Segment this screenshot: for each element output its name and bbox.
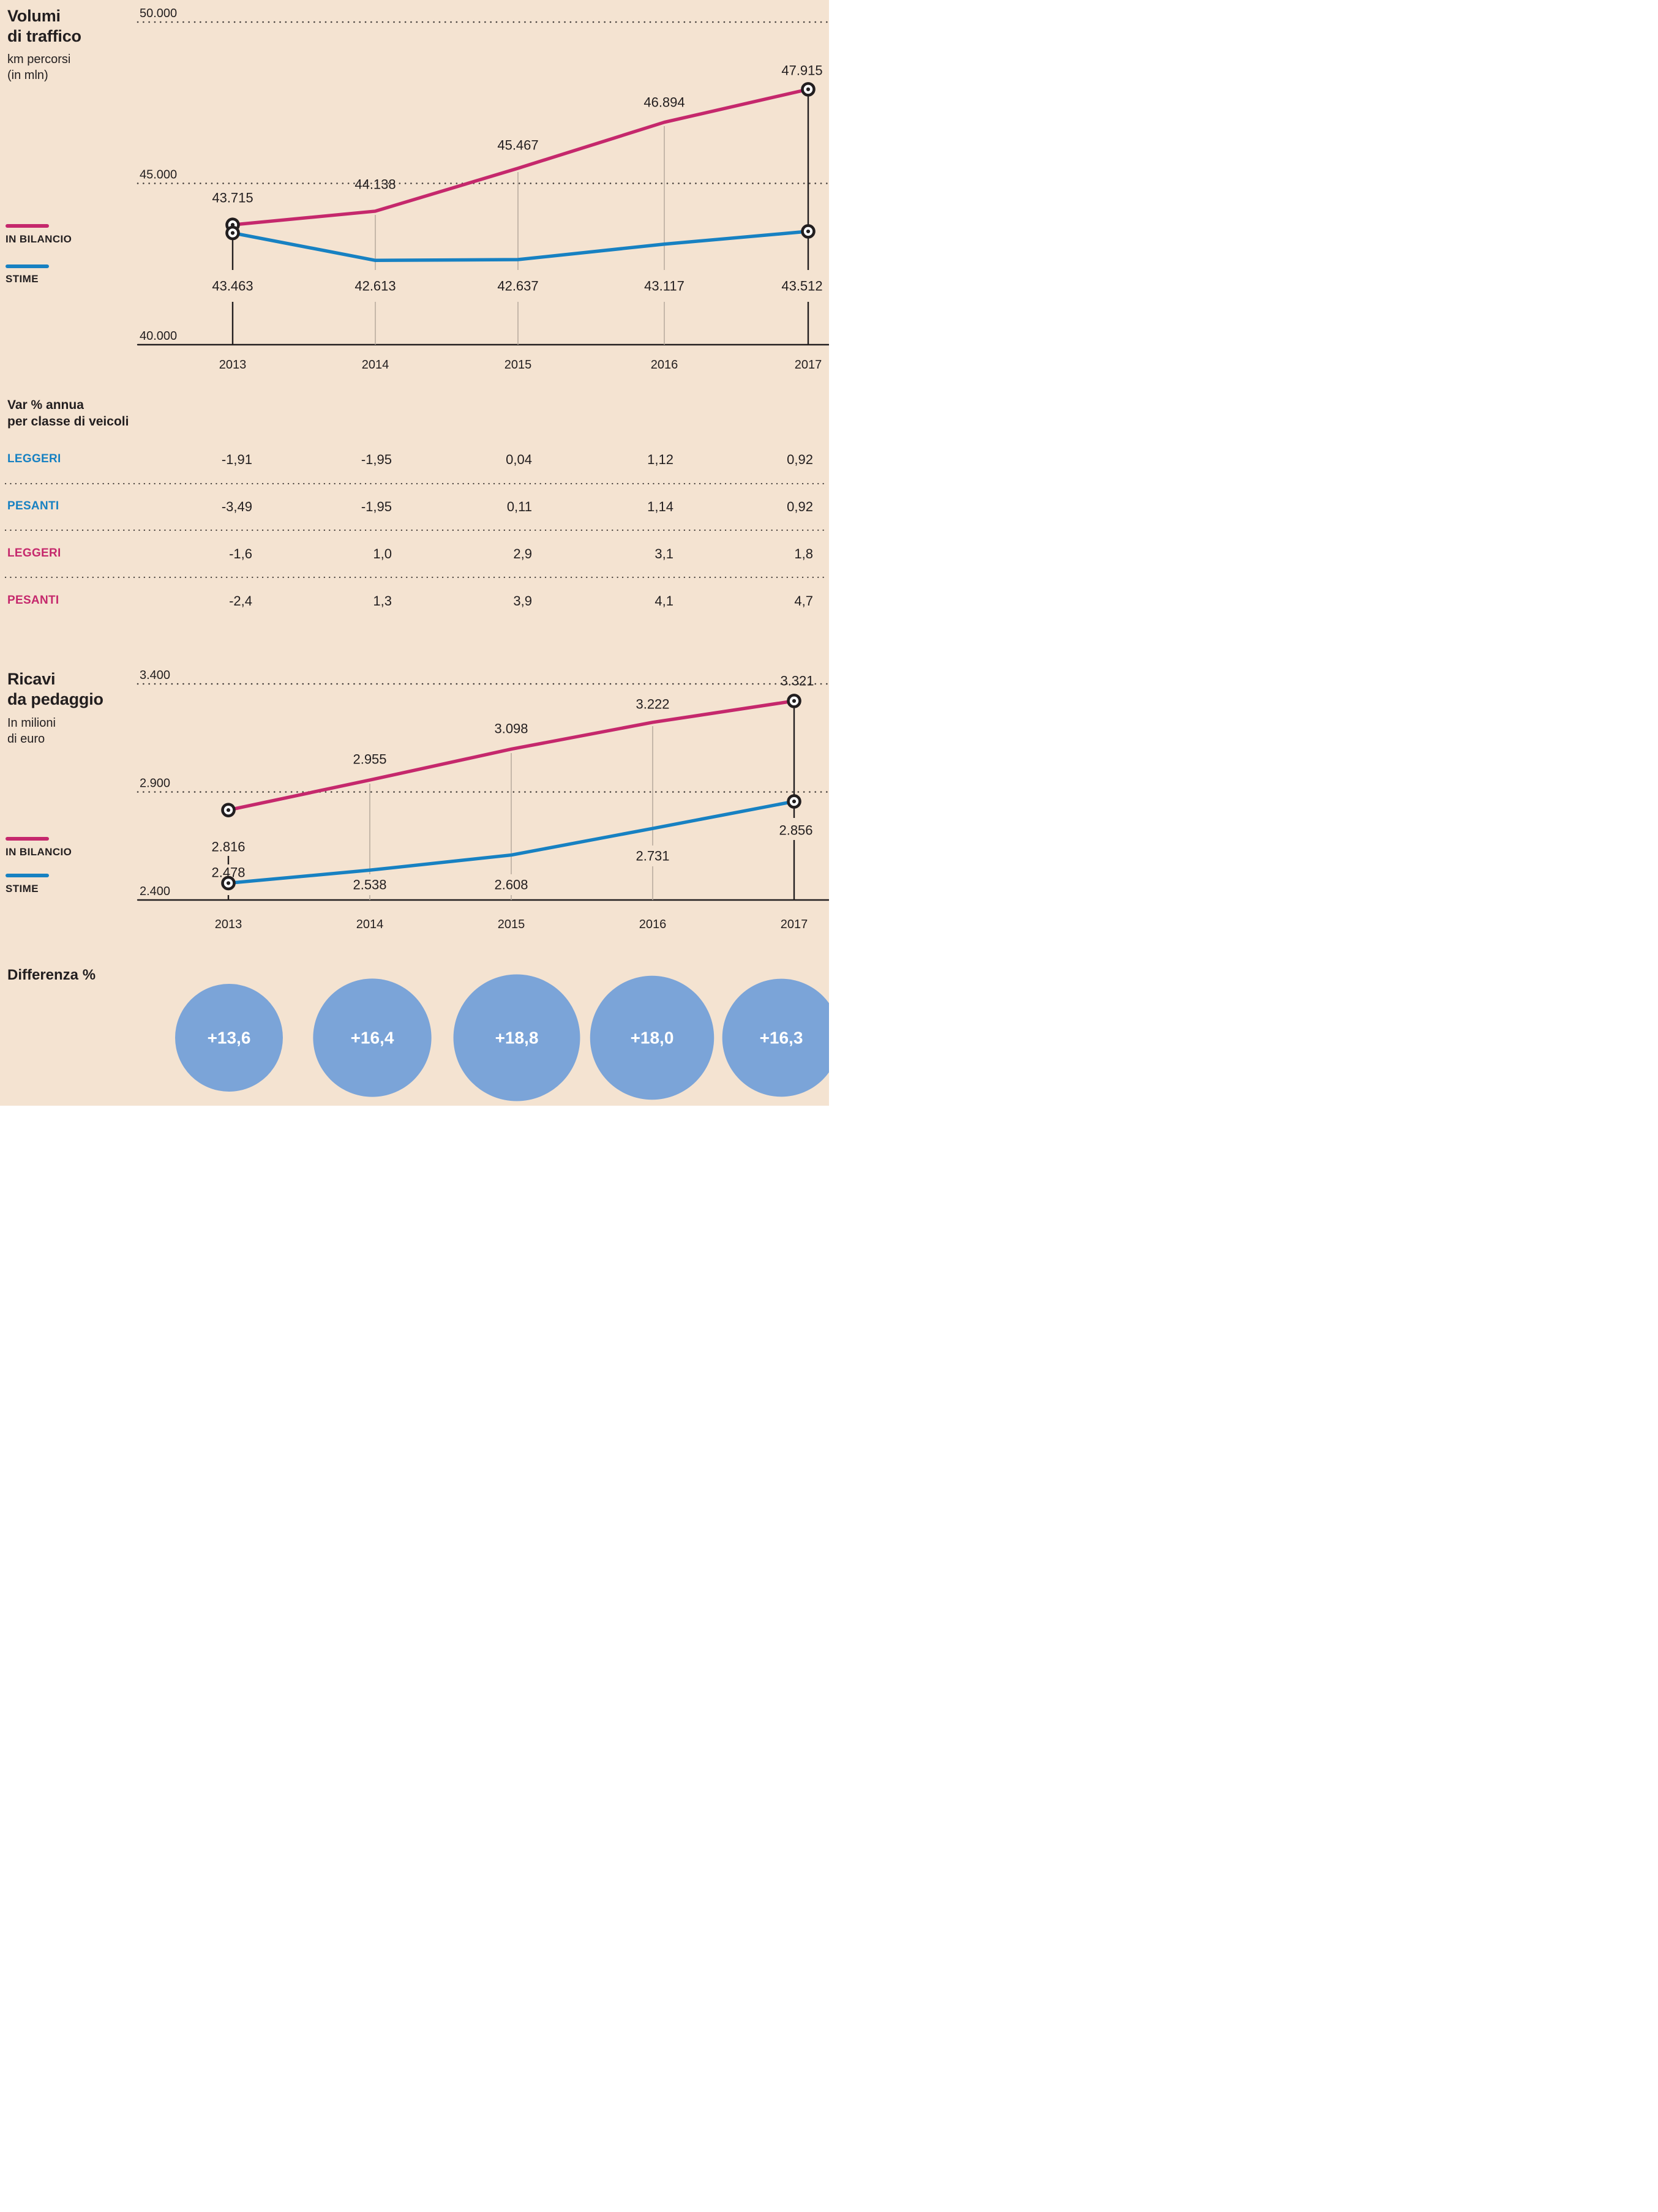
difference-bubble-label: +16,4 [351,1029,394,1048]
ricavi-year-label: 2016 [639,918,667,931]
ricavi-data-label-stime: 2.731 [636,849,669,864]
traffic-data-label-stime: 42.637 [497,279,538,294]
table-title: Var % annua per classe di veicoli [7,398,129,429]
ricavi-chart-subtitle: In milioni di euro [7,716,56,746]
traffic-series-line-in-bilancio [231,88,810,227]
ricavi-data-label-stime: 2.478 [211,865,245,880]
legend-in-bilancio-label: IN BILANCIO [6,233,72,245]
table-value-cell: 3,9 [513,593,532,609]
ricavi-ytick-label: 2.900 [140,777,170,790]
difference-bubble-2014 [313,978,432,1097]
ricavi-data-label-in-bilancio: 3.222 [636,697,669,712]
table-row-label-leggeri-pink: LEGGERI [7,547,61,560]
traffic-data-label-in-bilancio: 44.138 [354,177,396,192]
legend2-swatch-stime [6,874,49,877]
ricavi-data-label-stime: 2.856 [779,823,812,838]
legend-stime-label: STIME [6,273,39,285]
infographic-page: Volumi di traffico km percorsi (in mln) IN… [0,0,829,1106]
ricavi-endpoint-marker-dot [226,881,231,885]
table-value-cell: 0,04 [506,452,532,467]
traffic-data-label-in-bilancio: 47.915 [781,63,822,78]
traffic-data-label-stime: 43.117 [644,279,685,294]
table-value-cell: 1,0 [373,546,392,561]
traffic-endpoint-marker-dot [806,229,811,234]
table-row-label-pesanti-pink: PESANTI [7,594,59,607]
ricavi-data-label-in-bilancio: 2.955 [353,752,386,767]
table-value-cell: 3,1 [655,546,673,561]
difference-bubble-label: +16,3 [760,1029,803,1048]
traffic-year-label: 2017 [795,358,822,372]
legend2-stime-label: STIME [6,883,39,894]
table-value-cell: 2,9 [513,546,532,561]
traffic-data-label-in-bilancio: 43.715 [212,190,253,206]
traffic-ytick-label: 50.000 [140,7,177,20]
table-value-cell: -1,95 [361,452,392,467]
ricavi-year-label: 2014 [356,918,384,931]
traffic-year-label: 2014 [362,358,389,372]
traffic-chart-title: Volumi di traffico [7,7,81,45]
ricavi-ytick-label: 3.400 [140,669,170,682]
legend2-swatch-in-bilancio [6,837,49,841]
differenza-label: Differenza % [7,967,96,983]
traffic-series-line-stime [231,230,810,263]
table-row-label-leggeri-blue: LEGGERI [7,452,61,465]
table-value-cell: 0,92 [787,499,813,514]
difference-bubble-2016 [590,975,715,1100]
table-value-cell: -1,91 [221,452,252,467]
ricavi-year-label: 2013 [215,918,242,931]
traffic-year-label: 2015 [505,358,532,372]
table-value-cell: 0,11 [506,499,532,514]
ricavi-endpoint-marker-dot [792,799,797,804]
legend-swatch-in-bilancio [6,224,49,228]
ricavi-data-label-in-bilancio: 3.098 [494,721,528,737]
difference-bubble-2015 [453,974,580,1101]
traffic-ytick-label: 45.000 [140,168,177,182]
traffic-data-label-stime: 43.512 [781,279,822,294]
ricavi-year-label: 2015 [498,918,525,931]
traffic-data-label-in-bilancio: 46.894 [643,95,685,110]
table-value-cell: -1,6 [229,546,252,561]
legend-swatch-stime [6,264,49,268]
table-value-cell: 1,14 [647,499,673,514]
ricavi-data-label-in-bilancio: 2.816 [211,839,245,855]
table-value-cell: -2,4 [229,593,252,609]
ricavi-data-label-stime: 2.608 [494,877,528,893]
table-value-cell: -3,49 [221,499,252,514]
difference-bubble-label: +18,0 [631,1029,674,1048]
difference-bubble-2017 [722,978,829,1097]
table-value-cell: 1,8 [794,546,813,561]
traffic-chart-subtitle: km percorsi (in mln) [7,53,71,82]
ricavi-year-label: 2017 [781,918,808,931]
difference-bubble-2013 [175,984,283,1092]
difference-bubble-label: +13,6 [208,1029,251,1048]
ricavi-endpoint-marker-dot [792,699,797,703]
table-value-cell: 1,3 [373,593,392,609]
ricavi-series-line-stime [227,800,796,885]
ricavi-ytick-label: 2.400 [140,885,170,898]
legend2-in-bilancio-label: IN BILANCIO [6,846,72,858]
traffic-endpoint-marker-dot [806,87,811,91]
ricavi-data-label-in-bilancio: 3.321 [780,673,814,689]
charts-canvas: 50.000 45.000 40.000 43.715 44.138 45.467 46.8… [4,7,829,1101]
table-row-label-pesanti-blue: PESANTI [7,500,59,512]
table-value-cell: 4,7 [794,593,813,609]
ricavi-data-label-stime: 2.538 [353,877,386,893]
table-value-cell: 0,92 [787,452,813,467]
table-value-cell: 4,1 [655,593,673,609]
traffic-data-label-stime: 42.613 [354,279,396,294]
traffic-endpoint-marker-dot [230,223,235,227]
ricavi-endpoint-marker-dot [226,808,231,812]
ricavi-chart-title: Ricavi da pedaggio [7,670,103,708]
table-value-cell: 1,12 [647,452,673,467]
traffic-ytick-label: 40.000 [140,329,177,343]
traffic-year-label: 2013 [219,358,247,372]
traffic-data-label-in-bilancio: 45.467 [497,138,538,153]
table-value-cell: -1,95 [361,499,392,514]
traffic-data-label-stime: 43.463 [212,279,253,294]
difference-bubble-label: +18,8 [495,1029,539,1048]
traffic-endpoint-marker-dot [230,231,235,235]
ricavi-series-line-in-bilancio [227,699,796,812]
traffic-year-label: 2016 [651,358,678,372]
